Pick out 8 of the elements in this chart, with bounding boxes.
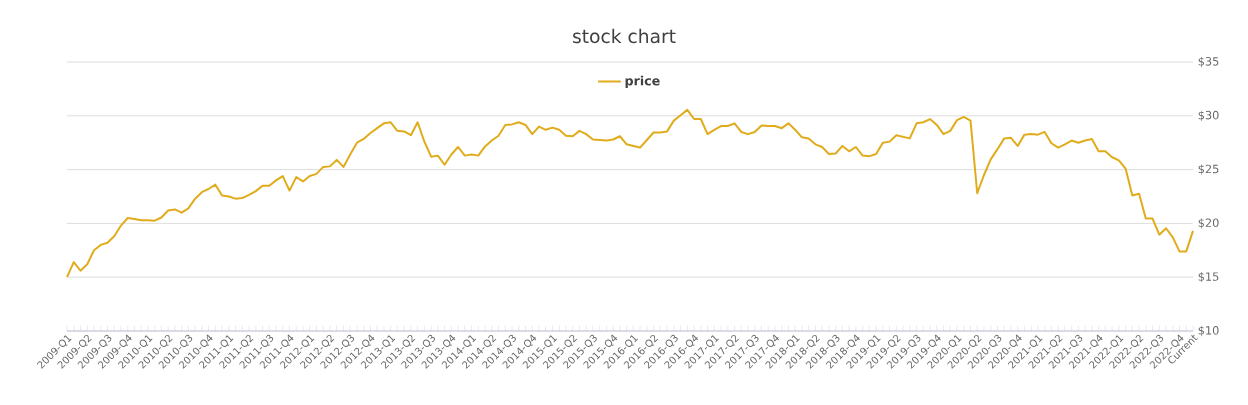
- chart-title: stock chart: [573, 28, 676, 44]
- legend-label: price: [625, 75, 660, 88]
- y-tick-label: $15: [1198, 272, 1219, 283]
- y-tick-label: $30: [1198, 110, 1219, 121]
- y-tick-label: $20: [1198, 218, 1219, 229]
- y-tick-label: $35: [1198, 56, 1219, 68]
- y-tick-label: $10: [1198, 325, 1219, 337]
- y-tick-label: $25: [1198, 164, 1219, 175]
